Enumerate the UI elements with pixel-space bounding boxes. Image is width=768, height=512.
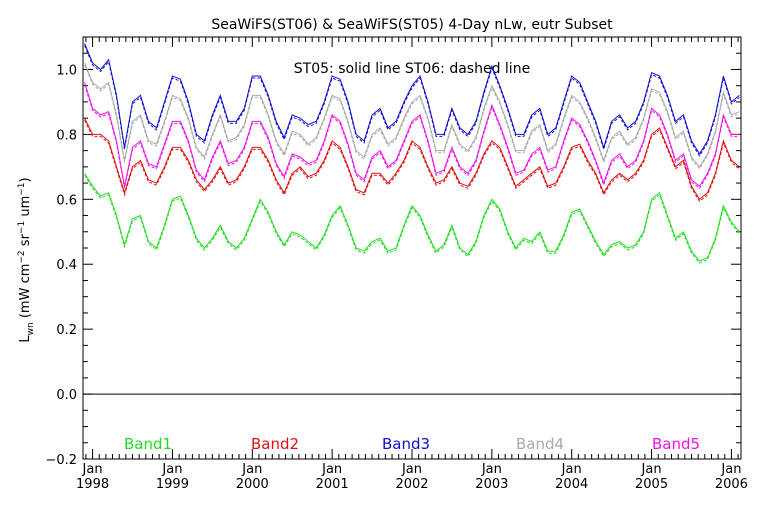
y-tick-label: 0.4 [56, 258, 77, 273]
series-line-band4-dashed [84, 64, 740, 170]
series-line-band5-solid [84, 82, 740, 188]
legend-label-band4: Band4 [516, 435, 564, 453]
legend-label-band3: Band3 [382, 435, 430, 453]
x-tick-year: 2003 [475, 477, 508, 492]
series-line-band3-solid [84, 43, 740, 155]
y-label-mid: sr [18, 233, 33, 250]
x-tick-month: Jan [161, 462, 182, 477]
y-label-exp3: −1 [17, 182, 27, 195]
y-label-sub: wn [26, 322, 36, 335]
y-label-exp2: −1 [17, 221, 27, 234]
svg-text:Lwn (mW cm−2 sr−1 um−1): Lwn (mW cm−2 sr−1 um−1) [17, 177, 36, 342]
x-tick-month: Jan [401, 462, 422, 477]
x-tick-month: Jan [321, 462, 342, 477]
y-tick-label: −0.2 [45, 453, 77, 468]
series-line-band4-solid [84, 62, 740, 168]
x-tick-year: 2006 [715, 477, 748, 492]
x-tick-year: 2000 [236, 477, 269, 492]
series-line-band3-dashed [84, 45, 740, 157]
x-tick-year: 2005 [635, 477, 668, 492]
y-label-main: L [18, 335, 33, 343]
line-style-annotation: ST05: solid line ST06: dashed line [294, 61, 530, 77]
series-line-band2-dashed [84, 119, 740, 203]
y-tick-label: 0.8 [56, 128, 77, 143]
y-tick-label: 0.6 [56, 193, 77, 208]
legend-label-band5: Band5 [652, 435, 700, 453]
y-tick-label: 0.2 [56, 323, 77, 338]
x-tick-month: Jan [720, 462, 741, 477]
y-tick-label: 0.0 [56, 388, 77, 403]
legend-label-band2: Band2 [251, 435, 299, 453]
plot-frame [82, 36, 742, 460]
x-tick-year: 2001 [316, 477, 349, 492]
plot-area: 1.00.80.60.40.20.0−0.2Jan1998Jan1999Jan2… [45, 36, 748, 492]
series-line-band2-solid [84, 117, 740, 201]
y-tick-label: 1.0 [56, 63, 77, 78]
x-tick-year: 2004 [555, 477, 588, 492]
series-line-band1-dashed [84, 175, 740, 264]
x-tick-year: 2002 [395, 477, 428, 492]
legend-label-band1: Band1 [124, 435, 172, 453]
x-tick-month: Jan [561, 462, 582, 477]
x-tick-month: Jan [481, 462, 502, 477]
chart-title: SeaWiFS(ST06) & SeaWiFS(ST05) 4-Day nLw,… [211, 17, 613, 33]
series-line-band1-solid [84, 173, 740, 262]
y-axis-label: Lwn (mW cm−2 sr−1 um−1) [17, 177, 36, 342]
x-tick-year: 1999 [156, 477, 189, 492]
x-tick-year: 1998 [76, 477, 109, 492]
y-label-mid2: um [18, 196, 33, 221]
x-tick-month: Jan [641, 462, 662, 477]
y-label-rest: (mW cm [18, 264, 33, 323]
series-line-band5-dashed [84, 84, 740, 190]
x-tick-month: Jan [241, 462, 262, 477]
x-tick-month: Jan [82, 462, 103, 477]
y-label-end: ) [18, 177, 33, 182]
y-label-exp1: −2 [17, 250, 27, 263]
